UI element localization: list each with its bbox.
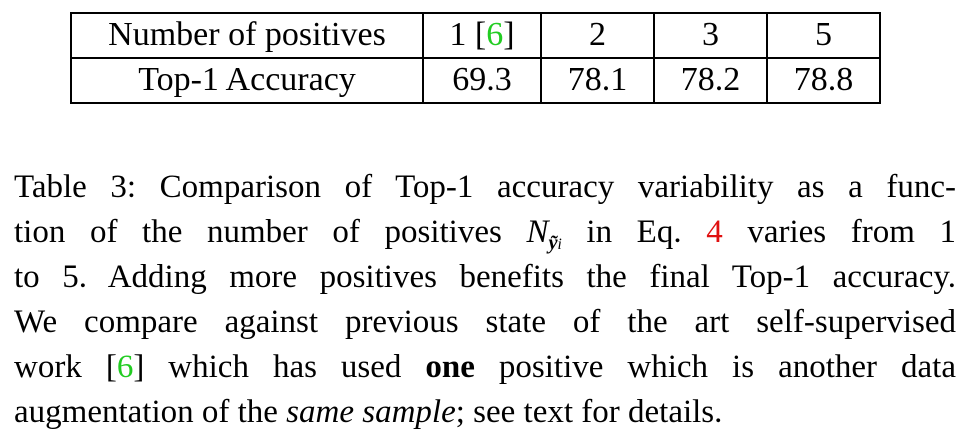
column-header-1: 1 [6] — [422, 12, 542, 59]
caption-text: positive which is another data — [474, 349, 956, 385]
caption-text: in Eq. — [561, 214, 707, 250]
equation-ref-link[interactable]: 4 — [706, 214, 723, 250]
caption-line-5: work [6] which has used one positive whi… — [14, 345, 956, 390]
caption-line-2: tion of the number of positives Nỹi in E… — [14, 210, 956, 255]
math-subscript-y: ỹ — [548, 232, 558, 255]
math-subscript: ỹi — [548, 232, 561, 254]
caption-text: work [ — [14, 349, 117, 385]
table-row: Top-1 Accuracy 69.3 78.1 78.2 78.8 — [70, 57, 881, 104]
table-cell: 78.1 — [540, 57, 655, 104]
column-header-3: 3 — [653, 12, 768, 59]
emphasis-bold: one — [425, 349, 475, 385]
table-header-row: Number of positives 1 [6] 2 3 5 — [70, 12, 881, 59]
column-header-5: 5 — [766, 12, 881, 59]
citation-link[interactable]: 6 — [486, 16, 504, 53]
caption-text: ; see text for details. — [455, 394, 723, 430]
table-cell: 78.2 — [653, 57, 768, 104]
header-label: Number of positives — [70, 12, 424, 59]
emphasis-italic: same sample — [286, 394, 456, 430]
caption-text: varies from 1 — [722, 214, 956, 250]
citation-link[interactable]: 6 — [116, 349, 134, 385]
caption-line-4: We compare against previous state of the… — [14, 304, 956, 340]
math-subscript-i: i — [557, 236, 562, 254]
math-symbol: Nỹi — [526, 214, 561, 254]
caption-line-6: augmentation of the same sample; see tex… — [14, 390, 956, 435]
cite-open: [ — [466, 16, 487, 53]
cite-close: ] — [503, 16, 515, 53]
table-cell: 78.8 — [766, 57, 881, 104]
results-table: Number of positives 1 [6] 2 3 5 Top-1 Ac… — [70, 12, 881, 104]
table-cell: 69.3 — [422, 57, 542, 104]
caption-line-1: Table 3: Comparison of Top-1 accuracy va… — [14, 169, 956, 205]
caption-text: ] which has used — [133, 349, 426, 385]
caption-text: tion of the number of positives — [14, 214, 527, 250]
column-header-2: 2 — [540, 12, 655, 59]
caption-text: augmentation of the — [14, 394, 287, 430]
table-caption: Table 3: Comparison of Top-1 accuracy va… — [14, 165, 956, 435]
column-value: 1 — [449, 16, 467, 53]
row-label: Top-1 Accuracy — [70, 57, 424, 104]
math-base: N — [526, 214, 549, 250]
caption-line-3: to 5. Adding more positives benefits the… — [14, 259, 956, 295]
